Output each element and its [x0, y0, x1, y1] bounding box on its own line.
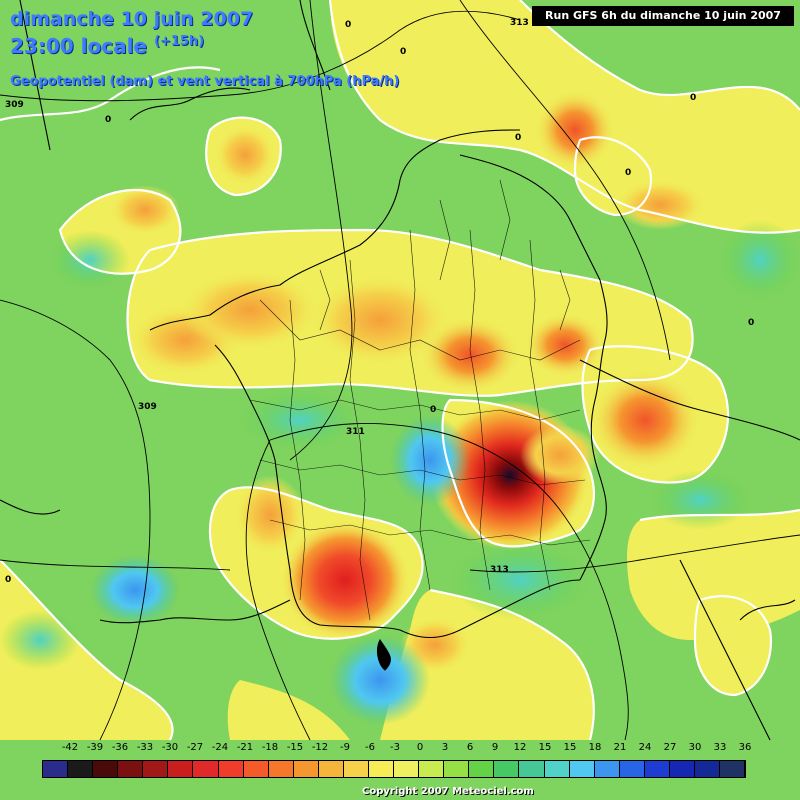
contour-label: 309: [138, 402, 157, 412]
contour-label: 313: [490, 565, 509, 575]
legend-label: -33: [136, 742, 154, 753]
legend-swatch: [343, 761, 370, 777]
color-legend: -42 -39 -36 -33 -30 -27 -24 -21 -18 -15 -12 -9 -6 -3 0…: [0, 738, 800, 800]
legend-label: -42: [61, 742, 79, 753]
legend-label: 12: [513, 742, 527, 753]
forecast-date: dimanche 10 juin 2007: [10, 8, 254, 30]
legend-label: 9: [491, 742, 499, 753]
legend-label: 21: [613, 742, 627, 753]
legend-swatch: [118, 761, 144, 777]
legend-swatch: [293, 761, 319, 777]
legend-swatch: [695, 761, 721, 777]
country-borders: [0, 0, 800, 741]
legend-swatch: [193, 761, 219, 777]
legend-swatch: [569, 761, 595, 777]
legend-swatch: [318, 761, 344, 777]
region-borders: [249, 179, 591, 621]
legend-swatch: [68, 761, 94, 777]
legend-label: -39: [86, 742, 104, 753]
legend-swatch: [594, 761, 620, 777]
contour-label: 311: [346, 427, 365, 437]
legend-bar: [42, 760, 746, 778]
copyright-text: Copyright 2007 Meteociel.com: [362, 786, 534, 797]
legend-swatch: [394, 761, 420, 777]
contour-label: 0: [625, 168, 632, 178]
legend-label: 15: [538, 742, 552, 753]
legend-swatch: [268, 761, 294, 777]
legend-label: 0: [416, 742, 424, 753]
geopotential-isolines: [0, 0, 800, 741]
positive-velocity-cells: [0, 220, 800, 725]
contour-label: 0: [748, 318, 755, 328]
legend-labels: -42 -39 -36 -33 -30 -27 -24 -21 -18 -15 -12 -9 -6 -3 0…: [0, 742, 800, 756]
contour-label: 0: [5, 575, 12, 585]
legend-swatch: [444, 761, 470, 777]
legend-label: 30: [688, 742, 702, 753]
contour-label: 0: [345, 20, 352, 30]
legend-label: -27: [186, 742, 204, 753]
legend-label: -30: [161, 742, 179, 753]
legend-label: -9: [340, 742, 350, 753]
legend-swatch: [669, 761, 696, 777]
legend-swatch: [419, 761, 445, 777]
contour-label: 0: [430, 405, 437, 415]
field-title: Geopotentiel (dam) et vent vertical à 70…: [10, 74, 400, 89]
legend-label: 18: [588, 742, 602, 753]
zero-contours: [0, 0, 800, 741]
legend-label: 15: [563, 742, 577, 753]
legend-label: 3: [441, 742, 449, 753]
contour-label: 0: [400, 47, 407, 57]
legend-swatch: [243, 761, 269, 777]
legend-swatch: [619, 761, 645, 777]
contour-label: 313: [510, 18, 529, 28]
run-info: Run GFS 6h du dimanche 10 juin 2007: [532, 6, 794, 26]
forecast-time-offset: (+15h): [153, 34, 205, 49]
legend-label: -12: [311, 742, 329, 753]
legend-label: -36: [111, 742, 129, 753]
legend-swatch: [644, 761, 670, 777]
legend-swatch: [218, 761, 244, 777]
legend-swatch: [494, 761, 520, 777]
legend-label: -21: [236, 742, 254, 753]
legend-label: -15: [286, 742, 304, 753]
forecast-time: 23:00 locale (+15h): [10, 34, 204, 58]
legend-label: 27: [663, 742, 677, 753]
legend-label: -18: [261, 742, 279, 753]
legend-label: -24: [211, 742, 229, 753]
contour-label: 309: [5, 100, 24, 110]
legend-label: 33: [713, 742, 727, 753]
legend-swatch: [168, 761, 194, 777]
legend-label: 36: [738, 742, 752, 753]
legend-swatch: [469, 761, 495, 777]
legend-swatch: [720, 761, 746, 777]
legend-swatch: [93, 761, 119, 777]
legend-label: -6: [365, 742, 375, 753]
legend-swatch: [519, 761, 545, 777]
contour-label: 0: [105, 115, 112, 125]
forecast-time-local: 23:00 locale: [10, 34, 147, 58]
legend-swatch: [43, 761, 69, 777]
contour-label: 0: [690, 93, 697, 103]
legend-swatch: [544, 761, 570, 777]
legend-swatch: [143, 761, 169, 777]
legend-swatch: [369, 761, 395, 777]
legend-label: 24: [638, 742, 652, 753]
legend-label: -3: [390, 742, 400, 753]
legend-label: 6: [466, 742, 474, 753]
contour-label: 0: [515, 133, 522, 143]
